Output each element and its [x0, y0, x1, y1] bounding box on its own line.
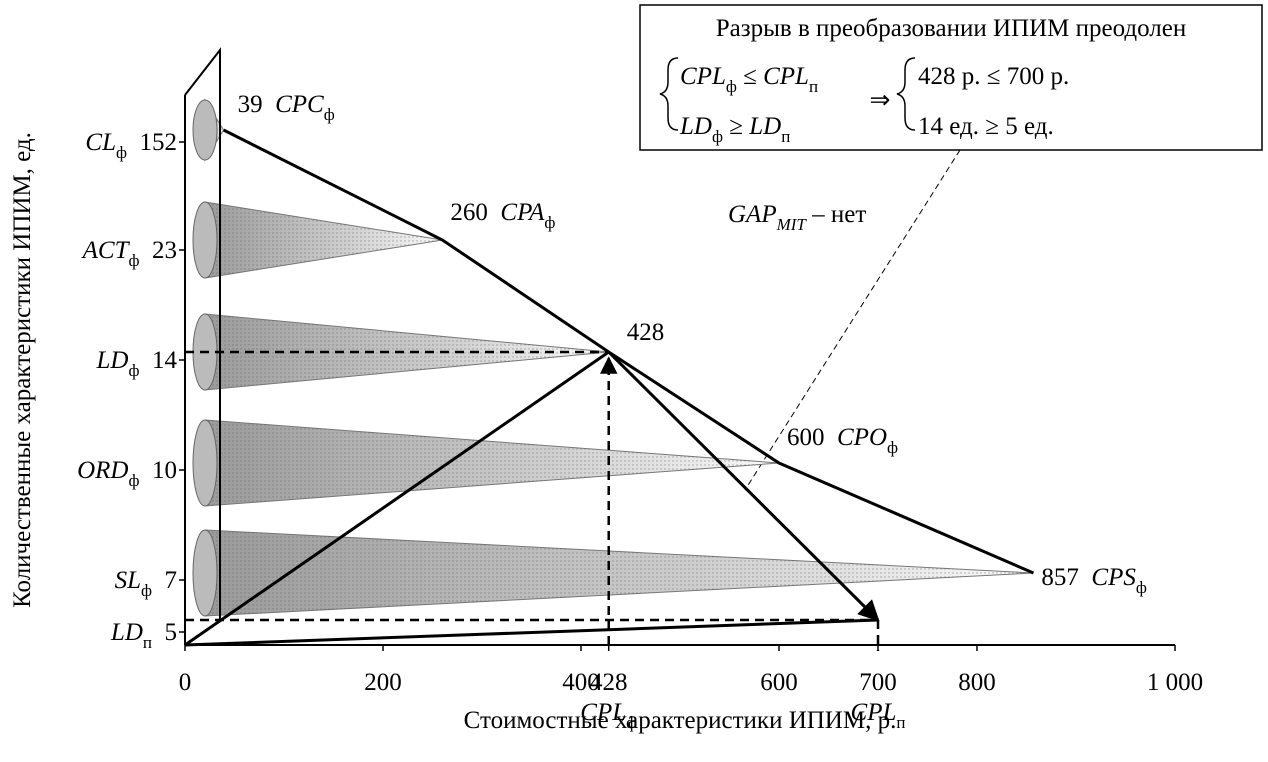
- cone-label: 600 CPOф: [787, 424, 898, 457]
- y-axis-title: Количественные характеристики ИПИМ, ед.: [9, 132, 36, 608]
- cpl-label-part: ф: [626, 713, 637, 732]
- cone-base: [193, 420, 217, 506]
- chart: Разрыв в преобразовании ИПИМ преодолен ⇒…: [0, 0, 1268, 762]
- cone-label-gap: [488, 199, 501, 226]
- cone-label-sub: ф: [887, 438, 898, 457]
- gap-label-part: – нет: [806, 201, 866, 228]
- gap-label-part: GAP: [728, 201, 777, 228]
- implies: ⇒: [870, 87, 891, 114]
- y-tick-gap: [152, 567, 165, 594]
- cone-label-name: CPA: [500, 199, 545, 226]
- box-result: 428 р. ≤ 700 р.: [918, 63, 1069, 90]
- cone-label: 428: [627, 319, 665, 346]
- y-tick-label: CLф 152: [85, 129, 177, 162]
- x-tick-label: 428: [590, 669, 628, 696]
- box-condition-part: ф: [712, 127, 723, 146]
- cone-label-part: 39: [238, 91, 263, 118]
- y-tick-sub: ф: [128, 471, 139, 490]
- box-condition-part: LD: [748, 113, 781, 140]
- y-tick-gap: [127, 129, 140, 156]
- cone-label-sub: ф: [544, 213, 555, 232]
- box-condition-part: п: [781, 127, 790, 146]
- y-tick-gap: [140, 237, 153, 264]
- cone-label: 857 CPSф: [1041, 564, 1146, 597]
- x-axis-title: Стоимостные характеристики ИПИМ, р.: [464, 707, 897, 734]
- x-tick-label: 0: [179, 669, 192, 696]
- cone-label-gap: [825, 424, 838, 451]
- cone-label-name: CPC: [275, 91, 324, 118]
- gap-label-part: MIT: [776, 215, 808, 234]
- box-condition-part: ф: [726, 77, 737, 96]
- x-tick-label: 200: [364, 669, 402, 696]
- box-condition-part: п: [809, 77, 818, 96]
- x-tick-label: 800: [958, 669, 996, 696]
- x-tick-label: 700: [859, 669, 897, 696]
- y-tick-name: CL: [85, 129, 116, 156]
- y-tick-label: SLф 7: [115, 567, 177, 600]
- x-tick-label: 1 000: [1147, 669, 1203, 696]
- path-line: [185, 620, 878, 645]
- cpl-label-part: CPL: [580, 699, 626, 726]
- box-condition-part: LD: [679, 113, 712, 140]
- y-tick-name: ORD: [77, 457, 128, 484]
- y-tick-sub: ф: [141, 581, 152, 600]
- y-tick-name: SL: [115, 567, 141, 594]
- box-result: 14 ед. ≥ 5 ед.: [918, 113, 1054, 140]
- cone-texture: [205, 202, 442, 278]
- cone-label-gap: [1079, 564, 1092, 591]
- cone-label: 39 CPCф: [238, 91, 335, 124]
- x-tick-label: 600: [760, 669, 798, 696]
- cone-base: [193, 530, 217, 616]
- cpl-label-part: CPL: [851, 699, 897, 726]
- y-tick-name: ACT: [81, 237, 131, 264]
- y-tick-gap: [140, 347, 153, 374]
- y-tick-sub: ф: [128, 361, 139, 380]
- y-tick-label: LDф 14: [96, 347, 178, 380]
- y-tick-value: 10: [152, 457, 177, 484]
- cpl-label-part: п: [896, 713, 905, 732]
- y-tick-name: LD: [110, 619, 143, 646]
- cone-label: 260 CPAф: [450, 199, 555, 232]
- cone-label-sub: ф: [1136, 578, 1147, 597]
- box-condition-part: ≥: [723, 113, 749, 140]
- box-condition-part: CPL: [680, 63, 726, 90]
- cone-label-sub: ф: [324, 105, 335, 124]
- cone-label-part: 260: [450, 199, 488, 226]
- box-condition-part: ≤: [737, 63, 763, 90]
- y-tick-value: 7: [165, 567, 178, 594]
- y-tick-label: ORDф 10: [77, 457, 177, 490]
- gap-label: GAPMIT – нет: [728, 201, 866, 234]
- cone-base: [193, 202, 217, 278]
- y-tick-sub: п: [143, 633, 152, 652]
- y-tick-value: 5: [165, 619, 178, 646]
- box-condition-part: CPL: [763, 63, 809, 90]
- cone-label-gap: [263, 91, 276, 118]
- cone-label-part: 428: [627, 319, 665, 346]
- y-tick-value: 14: [152, 347, 178, 374]
- y-tick-gap: [152, 619, 165, 646]
- box-title: Разрыв в преобразовании ИПИМ преодолен: [716, 15, 1187, 42]
- y-tick-gap: [140, 457, 153, 484]
- y-tick-label: ACTф 23: [81, 237, 177, 270]
- y-tick-sub: ф: [116, 143, 127, 162]
- cone-label-name: CPS: [1091, 564, 1136, 591]
- cone-label-part: 600: [787, 424, 825, 451]
- y-tick-label: LDп 5: [110, 619, 177, 652]
- y-tick-value: 23: [152, 237, 177, 264]
- cone-label-name: CPO: [837, 424, 887, 451]
- cone-texture: [205, 530, 1033, 616]
- y-tick-sub: ф: [128, 251, 139, 270]
- y-tick-value: 152: [140, 129, 178, 156]
- cone-label-part: 857: [1041, 564, 1079, 591]
- cone-base: [193, 100, 217, 160]
- y-tick-name: LD: [96, 347, 129, 374]
